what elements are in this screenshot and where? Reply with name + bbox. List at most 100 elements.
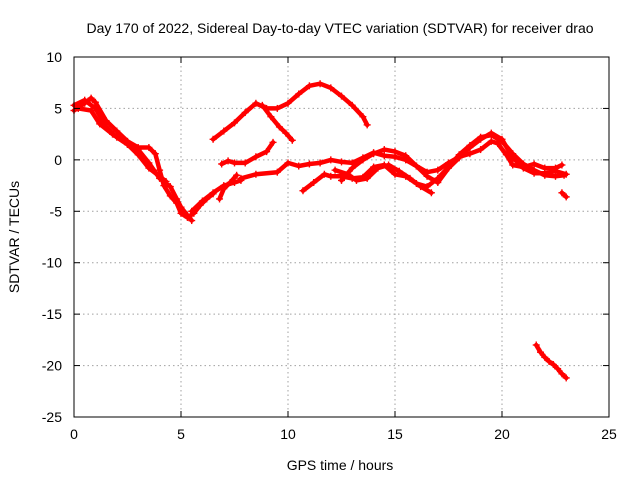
data-point [275, 123, 283, 131]
data-point [363, 174, 371, 182]
data-point [237, 174, 245, 182]
data-point [406, 174, 414, 182]
y-tick-label: 5 [54, 100, 62, 116]
data-point [327, 156, 335, 164]
data-point [258, 101, 266, 109]
data-point [183, 211, 191, 219]
y-tick-label: 10 [46, 49, 62, 65]
data-point [263, 148, 271, 156]
data-point [498, 135, 506, 143]
data-point [344, 170, 352, 178]
data-point [282, 129, 290, 137]
data-point [380, 152, 388, 160]
data-point [151, 150, 159, 158]
x-tick-label: 20 [494, 426, 510, 442]
data-point [558, 370, 566, 378]
x-tick-label: 25 [601, 426, 617, 442]
y-tick-label: -5 [50, 203, 63, 219]
data-point [327, 84, 335, 92]
x-tick-label: 10 [280, 426, 296, 442]
data-point [554, 365, 562, 373]
data-point [545, 357, 553, 365]
chart-title: Day 170 of 2022, Sidereal Day-to-day VTE… [86, 20, 593, 36]
series-track-8 [216, 171, 241, 203]
data-point [273, 168, 281, 176]
data-point [156, 172, 164, 180]
data-point [145, 164, 153, 172]
data-point [96, 120, 104, 128]
data-point [541, 353, 549, 361]
data-point [177, 203, 185, 211]
series-line [339, 130, 569, 185]
y-tick-label: -20 [42, 358, 62, 374]
data-point [233, 171, 241, 179]
data-point [145, 144, 153, 152]
data-point [320, 170, 328, 178]
data-point [477, 146, 485, 154]
data-point [109, 130, 117, 138]
data-point [220, 185, 228, 193]
data-point [562, 374, 570, 382]
data-point [549, 361, 557, 369]
data-point [391, 148, 399, 156]
series-track-11 [338, 129, 570, 186]
data-point [417, 183, 425, 191]
data-point [220, 127, 228, 135]
data-point [113, 127, 121, 135]
data-point [558, 161, 566, 169]
series-track-3 [74, 104, 170, 185]
data-point [395, 167, 403, 175]
data-point [288, 136, 296, 144]
data-point [87, 106, 95, 114]
data-point [273, 104, 281, 112]
y-axis-title: SDTVAR / TECUs [6, 181, 22, 293]
data-point [87, 94, 95, 102]
data-point [226, 178, 234, 186]
data-point [532, 341, 540, 349]
data-point [310, 178, 318, 186]
data-point [284, 99, 292, 107]
y-tick-label: -15 [42, 306, 62, 322]
data-point [338, 158, 345, 166]
axis-ticks: 0 5 10 15 20 25 -25 -20 -15 -10 -5 0 5 10 [42, 49, 617, 442]
data-point [299, 187, 307, 195]
data-point [445, 164, 452, 172]
data-point [434, 178, 442, 186]
data-point [295, 162, 303, 170]
data-point [173, 195, 181, 203]
data-point [81, 96, 89, 104]
data-point [156, 166, 164, 174]
data-point [91, 104, 99, 112]
data-point [487, 137, 495, 145]
data-point [509, 154, 517, 162]
x-axis-title: GPS time / hours [287, 457, 394, 473]
data-point [466, 150, 474, 158]
data-point [231, 159, 238, 167]
data-point [374, 164, 382, 172]
data-series [70, 80, 570, 382]
data-point [530, 169, 538, 177]
data-point [305, 82, 313, 90]
data-point [359, 156, 367, 164]
data-point [284, 159, 292, 167]
data-point [216, 195, 224, 203]
data-point [166, 183, 174, 191]
data-point [188, 207, 196, 215]
data-point [252, 99, 260, 107]
data-point [509, 161, 517, 169]
data-point [188, 217, 196, 225]
data-point [241, 159, 249, 167]
data-point [209, 135, 217, 143]
series-track-2 [70, 96, 196, 225]
data-point [537, 348, 545, 356]
series-track-12 [331, 161, 435, 197]
data-point [487, 129, 495, 137]
data-point [380, 146, 388, 154]
series-line [71, 97, 194, 223]
data-point [338, 176, 345, 184]
data-point [252, 153, 260, 161]
data-point [134, 151, 142, 159]
x-tick-label: 15 [387, 426, 403, 442]
